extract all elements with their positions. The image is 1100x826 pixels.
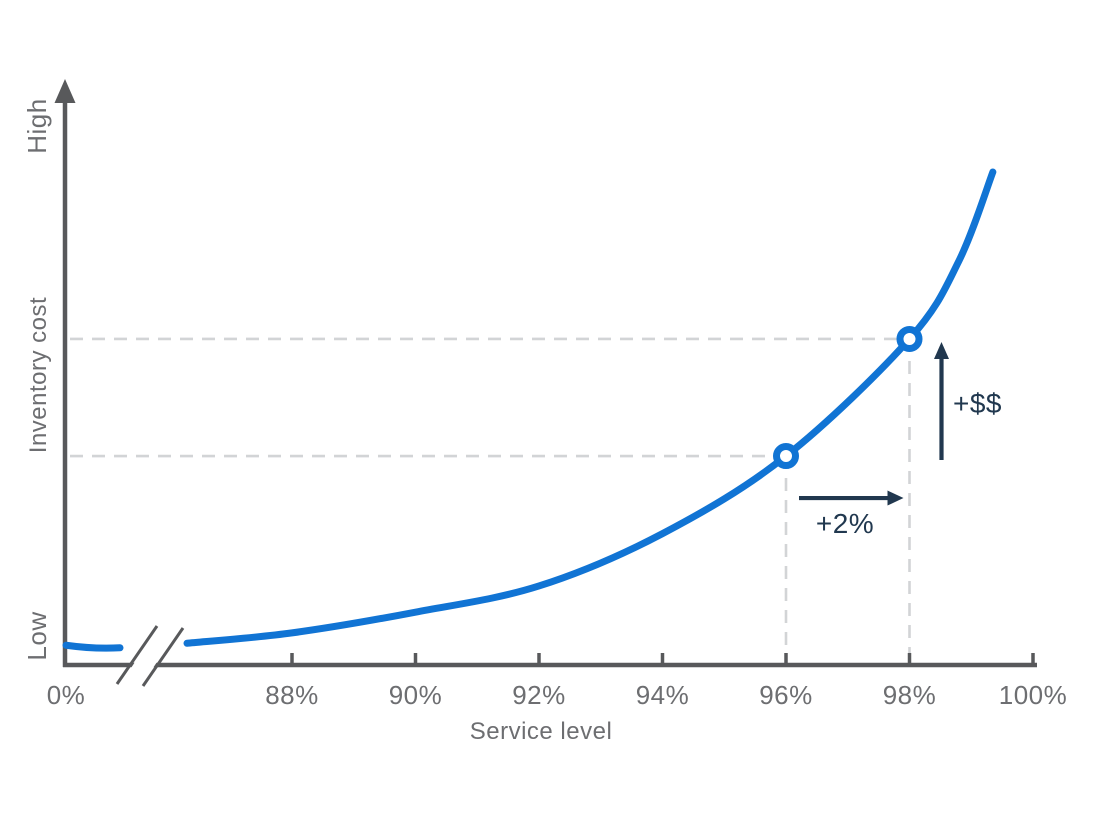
cost-curve — [183, 168, 997, 647]
y-axis-high-label: High — [22, 98, 52, 154]
y-axis-arrowhead-icon — [54, 79, 76, 103]
y-axis-title: Inventory cost — [25, 296, 52, 454]
x-axis-title: Service level — [469, 718, 613, 745]
annotation-plus2-label: +2% — [815, 508, 875, 539]
y-axis-low-label: Low — [22, 611, 52, 661]
plus-dollars-arrowhead-icon — [934, 341, 949, 359]
x-tick-label-0%: 0% — [46, 680, 86, 710]
axis-break-slash-1 — [115, 625, 159, 685]
axis-break-gap — [119, 626, 181, 686]
x-tick-label-96%: 96% — [759, 680, 813, 710]
x-tick-label-88%: 88% — [265, 680, 319, 710]
x-tick-label-90%: 90% — [388, 680, 443, 710]
axis-break-slash-2 — [141, 627, 185, 687]
plus2-arrowhead-icon — [887, 490, 904, 506]
cost-curve-left-stub — [62, 641, 124, 652]
annotation-plus-dollars-label: +$$ — [953, 388, 1002, 419]
data-point-98pct — [896, 325, 923, 352]
data-point-96pct — [773, 443, 799, 470]
x-tick-label-92%: 92% — [512, 680, 566, 710]
x-tick-label-98%: 98% — [882, 680, 937, 710]
x-tick-label-100%: 100% — [998, 680, 1068, 710]
x-tick-label-94%: 94% — [635, 680, 690, 710]
